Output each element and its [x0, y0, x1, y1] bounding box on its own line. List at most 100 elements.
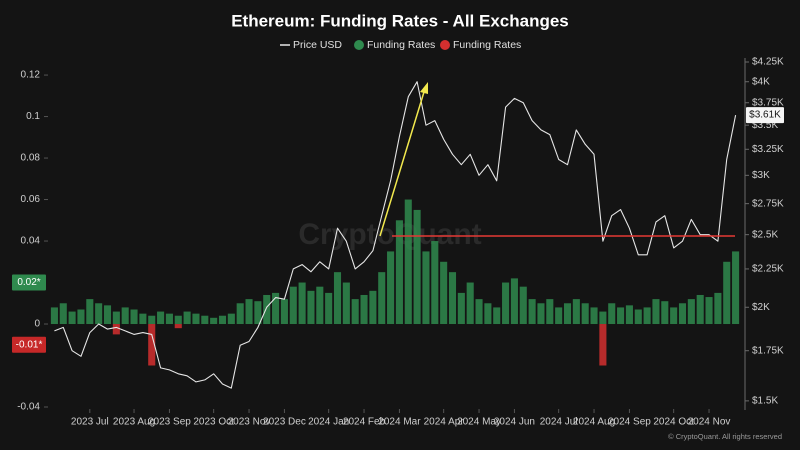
legend-swatch — [354, 40, 364, 50]
bar — [475, 299, 483, 325]
watermark: CryptoQuant — [298, 218, 481, 251]
bar — [466, 282, 474, 325]
bar — [157, 311, 165, 325]
bar — [723, 261, 731, 325]
value-badge — [12, 274, 46, 291]
x-tick-label: 2024 Oct — [653, 417, 694, 428]
y2-tick-label: $4.25K — [752, 57, 784, 68]
bar — [643, 307, 651, 325]
price-line — [54, 81, 737, 389]
bar — [174, 324, 182, 329]
bar — [316, 286, 324, 325]
bar — [687, 299, 695, 325]
bar — [95, 303, 103, 325]
bar — [510, 278, 518, 325]
x-tick-label: 2024 Aug — [573, 417, 615, 428]
bar — [148, 324, 156, 366]
y2-tick-label: $3.5K — [752, 120, 778, 131]
bar — [502, 282, 510, 325]
bar — [59, 303, 67, 325]
x-tick-label: 2024 Jul — [540, 417, 578, 428]
y-tick-label: -0.04 — [17, 402, 40, 413]
bar — [210, 317, 218, 325]
bar — [351, 299, 359, 325]
bar — [333, 272, 342, 325]
bar — [696, 294, 704, 325]
x-tick-label: 2023 Oct — [193, 417, 234, 428]
x-tick-label: 2023 Jul — [71, 417, 109, 428]
bar — [448, 272, 457, 325]
x-tick-label: 2024 Nov — [688, 417, 731, 428]
y2-tick-label: $2.25K — [752, 264, 784, 275]
x-tick-label: 2024 Sep — [608, 417, 651, 428]
x-tick-label: 2024 Apr — [424, 417, 465, 428]
y2-tick-label: $2.75K — [752, 198, 784, 209]
y2-tick-label: $2.5K — [752, 229, 778, 240]
bar — [378, 272, 386, 325]
bar — [546, 299, 554, 325]
annotation-arrow — [379, 91, 425, 237]
bar — [581, 303, 589, 325]
bar — [148, 315, 156, 325]
bar — [599, 311, 607, 325]
bar — [431, 241, 439, 325]
bar — [68, 311, 76, 325]
bar — [413, 209, 421, 325]
bar — [201, 315, 209, 325]
x-tick-label: 2024 Jan — [308, 417, 349, 428]
bar — [528, 299, 536, 325]
bar — [369, 290, 377, 325]
y-tick-label: 0.08 — [21, 153, 41, 164]
legend-swatch — [440, 40, 450, 50]
bar — [422, 251, 430, 325]
bar — [325, 292, 333, 325]
bar — [457, 292, 465, 325]
legend-label: Price USD — [293, 39, 342, 51]
y2-tick-label: $4K — [752, 76, 770, 87]
value-badge-label: 0.02* — [17, 277, 40, 288]
bar — [236, 303, 244, 325]
y-tick-label: 0.12 — [21, 70, 41, 81]
bar — [298, 282, 306, 325]
bar — [493, 307, 501, 325]
bar — [280, 299, 288, 325]
x-tick-label: 2024 Feb — [343, 417, 386, 428]
value-badge-label: -0.01* — [16, 339, 43, 350]
bar — [103, 305, 112, 325]
bar — [440, 261, 448, 325]
legend-label: Funding Rates — [367, 39, 435, 51]
bar — [77, 309, 85, 325]
bar — [289, 286, 297, 325]
y2-tick-label: $3.75K — [752, 97, 784, 108]
y2-tick-label: $3.25K — [752, 144, 784, 155]
bar — [342, 282, 350, 325]
bar — [652, 299, 660, 325]
y2-tick-label: $1.75K — [752, 345, 784, 356]
annotation-arrowhead — [420, 82, 428, 94]
y-tick-label: 0 — [34, 319, 40, 330]
bar — [121, 307, 129, 325]
y2-tick-label: $2K — [752, 302, 770, 313]
footer: © CryptoQuant. All rights reserved — [668, 432, 782, 441]
bar — [139, 313, 147, 325]
bar — [218, 315, 227, 325]
bar — [732, 251, 740, 325]
bar — [130, 309, 138, 325]
bar — [227, 313, 235, 325]
bar — [183, 311, 191, 325]
x-tick-label: 2024 May — [457, 417, 501, 428]
bar — [404, 199, 412, 325]
bar — [714, 292, 722, 325]
bar — [572, 299, 580, 325]
chart-title: Ethereum: Funding Rates - All Exchanges — [231, 11, 569, 30]
bar — [617, 307, 625, 325]
bar — [484, 303, 492, 325]
bar — [599, 324, 607, 366]
bar — [360, 294, 368, 325]
bar — [519, 286, 527, 325]
bar — [245, 299, 253, 325]
bar — [555, 307, 563, 325]
bar — [86, 299, 94, 325]
bar — [263, 294, 271, 325]
